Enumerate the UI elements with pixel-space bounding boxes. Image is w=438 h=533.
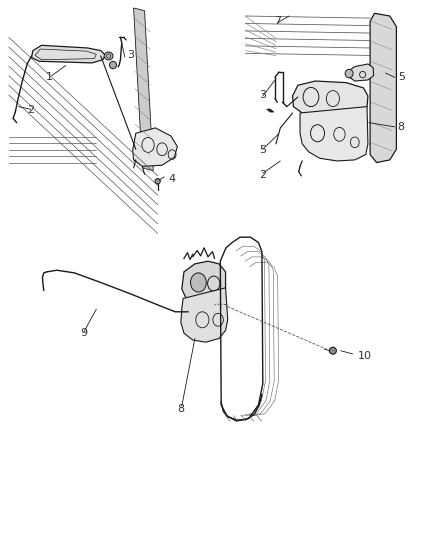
Ellipse shape — [110, 61, 117, 69]
Circle shape — [191, 273, 206, 292]
Text: 7: 7 — [274, 17, 281, 26]
Polygon shape — [134, 8, 153, 171]
Polygon shape — [133, 128, 177, 166]
Text: 9: 9 — [80, 328, 87, 338]
Polygon shape — [350, 64, 374, 81]
Text: 8: 8 — [398, 122, 405, 132]
Ellipse shape — [104, 52, 113, 60]
Text: 3: 3 — [259, 90, 266, 100]
Ellipse shape — [329, 348, 336, 354]
Polygon shape — [293, 81, 368, 115]
Ellipse shape — [345, 69, 353, 78]
Text: 3: 3 — [127, 50, 134, 60]
Text: 2: 2 — [259, 170, 266, 180]
Polygon shape — [181, 288, 228, 342]
Text: 5: 5 — [398, 72, 405, 82]
Text: 2: 2 — [27, 106, 34, 115]
Polygon shape — [300, 107, 368, 161]
Polygon shape — [32, 45, 105, 63]
Text: 4: 4 — [169, 174, 176, 183]
Text: 8: 8 — [177, 405, 184, 414]
Polygon shape — [182, 261, 226, 302]
Ellipse shape — [155, 179, 160, 184]
Text: 10: 10 — [358, 351, 372, 360]
Polygon shape — [370, 13, 396, 163]
Text: 5: 5 — [259, 146, 266, 155]
Text: 1: 1 — [46, 72, 53, 82]
